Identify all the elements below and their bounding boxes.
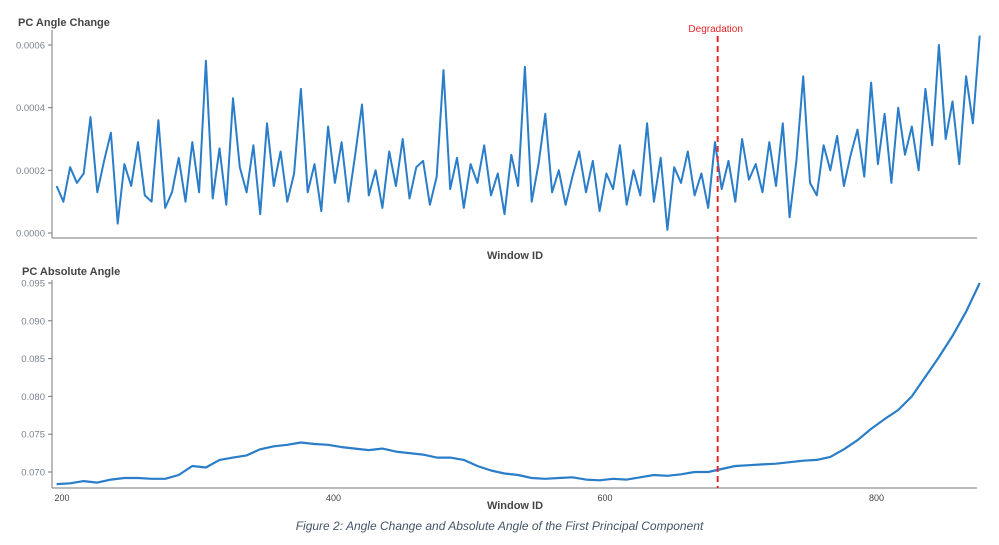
bottom-chart-title: PC Absolute Angle [22,266,120,278]
x-tick-label: 800 [869,493,884,503]
top-chart-title: PC Angle Change [18,17,110,29]
angle-change-series-line [55,35,981,231]
y-tick-label: 0.0004 [16,103,45,114]
y-tick-label: 0.0002 [16,166,45,177]
x-tick-label: 400 [326,493,341,503]
degradation-label: Degradation [688,24,742,35]
top-x-axis-label: Window ID [487,250,543,262]
y-tick-label: 0.085 [21,354,45,365]
y-tick-label: 0.070 [21,468,45,479]
y-tick-label: 0.080 [21,392,45,403]
y-tick-label: 0.0000 [16,229,45,240]
y-tick-label: 0.075 [21,430,45,441]
x-tick-label: 600 [597,493,612,503]
absolute-angle-series-line [56,282,981,486]
absolute-angle-plot: PC Absolute Angle 0.070 0.075 0.080 0.085 0.… [21,266,981,512]
bottom-x-axis-label: Window ID [487,500,543,512]
x-tick-label: 200 [54,493,69,503]
y-tick-label: 0.095 [21,279,45,290]
figure-caption: Figure 2: Angle Change and Absolute Angl… [295,519,704,533]
y-tick-label: 0.090 [21,316,45,327]
y-tick-label: 0.0006 [16,41,45,52]
angle-change-plot: PC Angle Change 0.0000 0.0002 0.0004 0.0006… [16,17,981,262]
